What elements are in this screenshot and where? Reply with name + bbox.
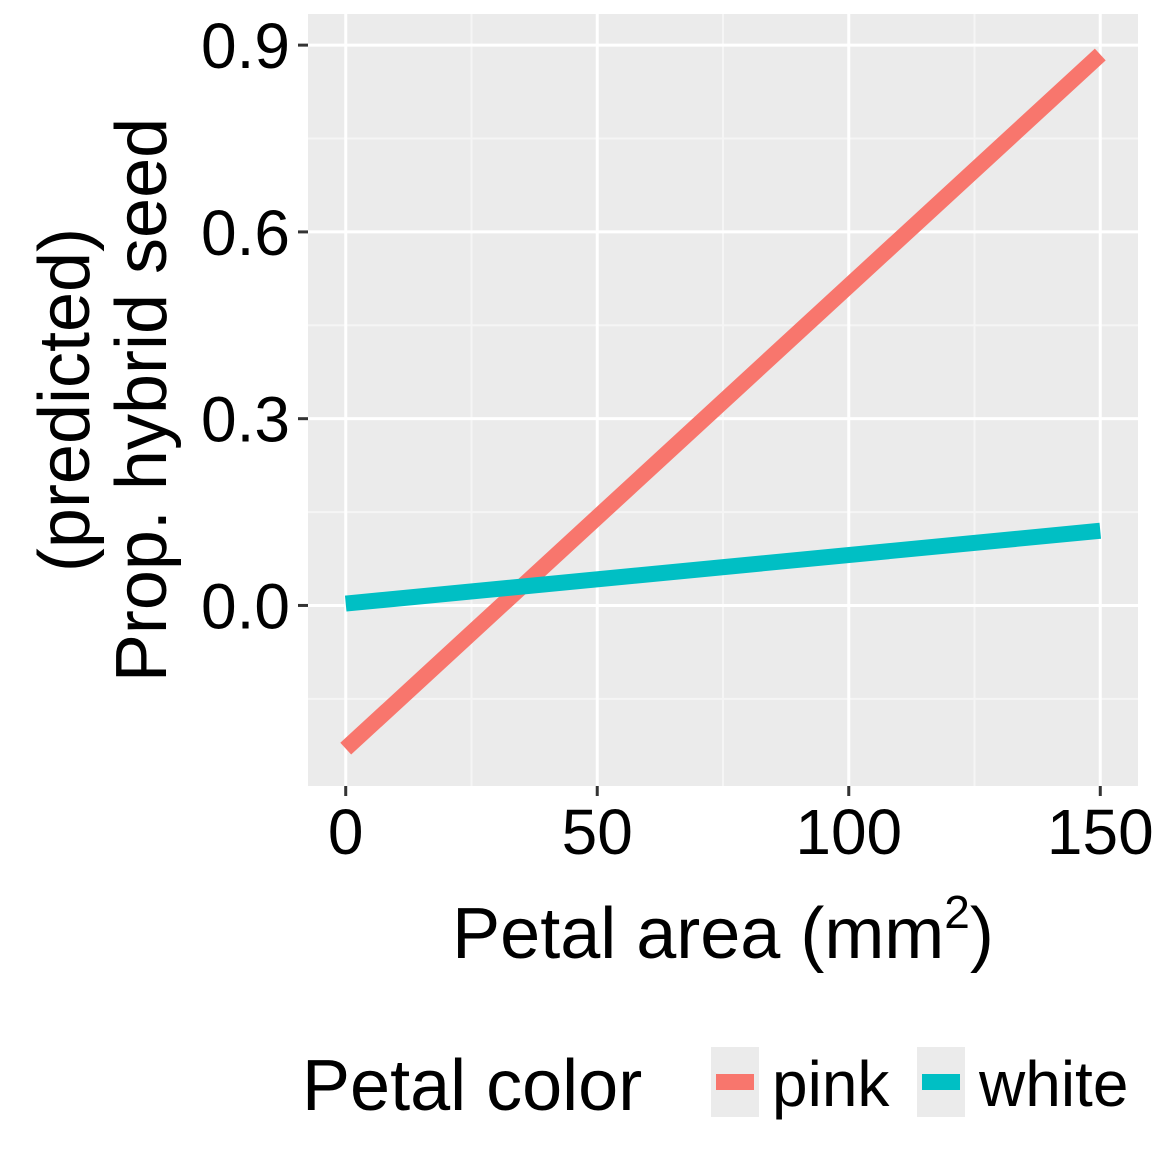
series-line-white — [344, 522, 1102, 612]
x-tick-labels: 0 50 100 150 — [328, 796, 1152, 868]
series-line-pink — [340, 48, 1106, 755]
legend: Petal color pink white — [302, 1046, 1128, 1126]
x-tick-label-3: 150 — [1047, 796, 1152, 868]
grid-major — [308, 14, 1138, 786]
axis-ticks — [298, 43, 1102, 796]
y-tick-labels: 0.0 0.3 0.6 0.9 — [201, 10, 290, 642]
x-tick-label-2: 100 — [795, 796, 902, 868]
legend-label-white: white — [978, 1048, 1128, 1120]
x-axis-title-suffix: ) — [970, 894, 994, 974]
x-axis-title: Petal area (mm2) — [452, 886, 994, 974]
x-tick-label-0: 0 — [328, 796, 364, 868]
x-tick-label-1: 50 — [562, 796, 633, 868]
y-tick-label-3: 0.9 — [201, 10, 290, 82]
legend-title: Petal color — [302, 1046, 642, 1126]
y-tick-label-1: 0.3 — [201, 384, 290, 456]
y-tick-label-2: 0.6 — [201, 197, 290, 269]
y-axis-title-line-2: Prop. hybrid seed — [102, 118, 182, 682]
y-axis-title: (predicted) Prop. hybrid seed — [25, 118, 182, 682]
y-tick-label-0: 0.0 — [201, 570, 290, 642]
legend-label-pink: pink — [772, 1048, 890, 1120]
x-axis-title-main: Petal area (mm — [452, 894, 944, 974]
series-lines — [340, 48, 1106, 755]
x-axis-title-superscript: 2 — [944, 886, 970, 938]
y-axis-title-line-1: (predicted) — [25, 228, 105, 572]
